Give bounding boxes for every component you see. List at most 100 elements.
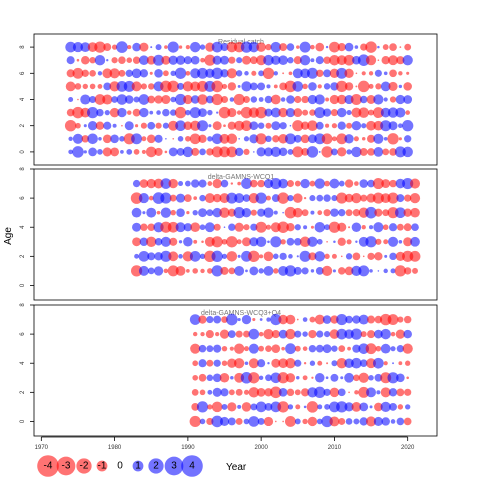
bubble <box>299 55 311 66</box>
bubble <box>344 68 354 78</box>
bubble <box>167 80 180 93</box>
bubble <box>131 68 142 79</box>
bubble <box>300 121 310 130</box>
bubble <box>235 330 243 338</box>
bubble <box>390 419 396 424</box>
bubble <box>310 58 315 63</box>
y-tick-label: 8 <box>20 303 26 307</box>
bubble <box>248 41 260 53</box>
bubble <box>282 211 284 214</box>
bubble <box>398 71 403 76</box>
legend-bubble <box>132 460 144 472</box>
bubble <box>226 251 238 262</box>
bubble <box>139 179 149 188</box>
bubble <box>206 417 214 426</box>
bubble <box>242 237 251 247</box>
bubble <box>336 133 348 145</box>
bubble <box>362 255 365 258</box>
bubble <box>220 55 229 65</box>
bubble <box>351 222 362 232</box>
bubble <box>285 328 296 340</box>
bubble <box>271 358 281 368</box>
bubble <box>76 58 80 62</box>
bubble <box>383 361 388 366</box>
bubble <box>396 223 404 231</box>
bubble <box>300 178 310 189</box>
bubble <box>132 222 142 232</box>
bubble <box>95 121 105 130</box>
bubble <box>285 314 296 325</box>
bubble <box>177 82 185 90</box>
legend: -4 -3 -2 -1 0 1 2 3 4 <box>37 455 203 477</box>
bubble <box>329 41 340 53</box>
bubble <box>404 267 412 275</box>
panel-frame <box>33 304 438 437</box>
y-tick-label: 4 <box>20 225 26 229</box>
bubble <box>280 97 286 102</box>
bubble <box>146 55 156 65</box>
bubble <box>306 67 318 79</box>
bubble <box>170 209 176 216</box>
bubble <box>285 343 296 355</box>
bubble <box>300 134 310 144</box>
bubble <box>170 109 177 116</box>
bubble <box>299 236 311 248</box>
bubble <box>130 265 143 277</box>
bubble <box>331 345 338 352</box>
bubbles <box>189 313 413 428</box>
bubble <box>248 387 260 398</box>
bubble <box>365 343 377 355</box>
bubble <box>351 192 362 204</box>
bubble <box>167 41 179 53</box>
bubble <box>392 362 394 365</box>
bubble <box>160 178 172 189</box>
bubble <box>132 42 141 52</box>
bubble <box>250 223 258 231</box>
bubble <box>266 195 271 201</box>
legend-label: 1 <box>135 461 141 472</box>
bubble <box>351 357 362 369</box>
bubble <box>221 253 228 259</box>
bubble <box>294 418 301 425</box>
bubble <box>153 178 164 189</box>
bubble <box>88 147 97 157</box>
bubble <box>263 147 273 157</box>
bubble <box>168 147 178 157</box>
bubble <box>111 96 118 103</box>
bubble <box>373 94 384 105</box>
bubble <box>387 372 399 384</box>
bubble <box>287 194 294 202</box>
bubble <box>241 120 252 132</box>
bubble <box>293 134 302 143</box>
bubble <box>315 267 324 275</box>
bubble <box>337 147 347 157</box>
bubble <box>377 45 380 49</box>
bubble <box>243 224 250 231</box>
bubble <box>198 208 207 218</box>
bubble <box>189 41 201 53</box>
bubble <box>323 209 331 217</box>
bubble <box>315 344 324 353</box>
bubble <box>355 85 358 88</box>
bubble <box>192 374 199 381</box>
bubble <box>345 315 353 324</box>
bubble <box>354 181 359 186</box>
bubble <box>303 405 307 409</box>
bubble <box>373 147 384 157</box>
bubble <box>278 358 288 369</box>
bubble <box>118 56 126 64</box>
bubble <box>396 417 405 426</box>
bubble <box>118 69 126 77</box>
bubble <box>161 55 171 65</box>
bubble <box>314 386 326 398</box>
bubble <box>233 343 245 354</box>
bubble <box>234 265 245 276</box>
bubble <box>270 177 282 190</box>
bubble <box>220 43 229 52</box>
bubble <box>302 109 309 116</box>
bubble <box>380 387 391 398</box>
bubble <box>134 253 140 259</box>
bubble <box>147 223 156 231</box>
bubble <box>354 45 359 49</box>
bubble <box>240 106 253 119</box>
